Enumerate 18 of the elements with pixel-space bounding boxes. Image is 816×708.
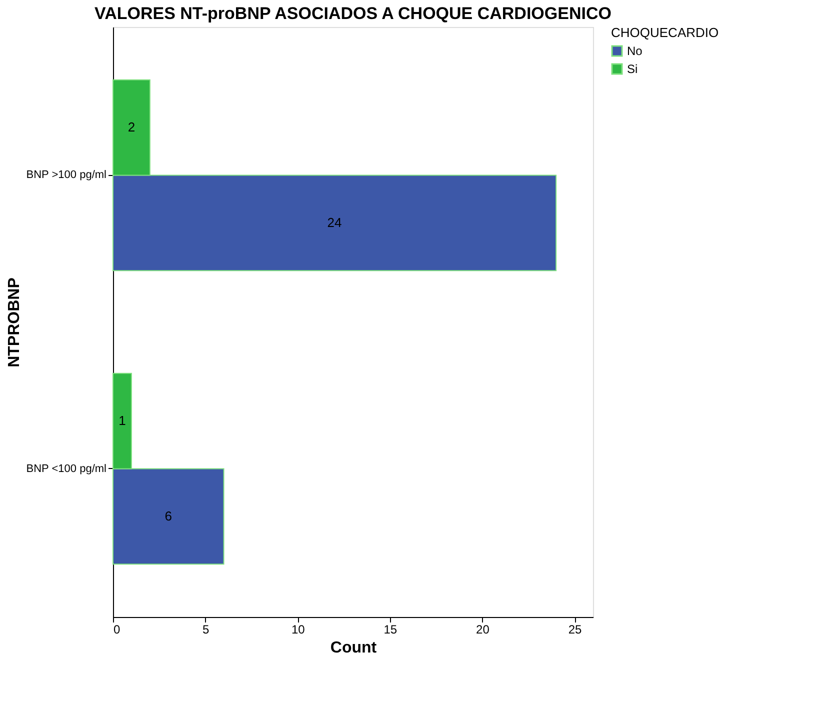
- y-tick-label: BNP <100 pg/ml: [26, 462, 106, 475]
- y-tick-label: BNP >100 pg/ml: [26, 169, 106, 182]
- x-tick-label: 20: [476, 622, 490, 636]
- x-tick-label: 0: [114, 622, 120, 636]
- y-axis-title: NTPROBNP: [6, 277, 24, 368]
- legend-title: CHOQUECARDIO: [611, 25, 719, 40]
- legend-label: Si: [627, 62, 638, 76]
- data-label: 24: [327, 214, 342, 230]
- data-label: 2: [128, 120, 136, 135]
- data-label: 6: [164, 508, 172, 524]
- x-axis-title: Count: [330, 640, 378, 656]
- legend-label: No: [627, 44, 643, 58]
- x-tick-label: 25: [568, 622, 582, 636]
- x-tick-label: 5: [202, 622, 210, 636]
- x-tick-label: 15: [384, 622, 398, 636]
- x-tick-label: 10: [291, 622, 306, 636]
- chart-title: VALORES NT-proBNP ASOCIADOS A CHOQUE CARDIOGENICO: [94, 4, 612, 23]
- data-label: 1: [118, 413, 126, 428]
